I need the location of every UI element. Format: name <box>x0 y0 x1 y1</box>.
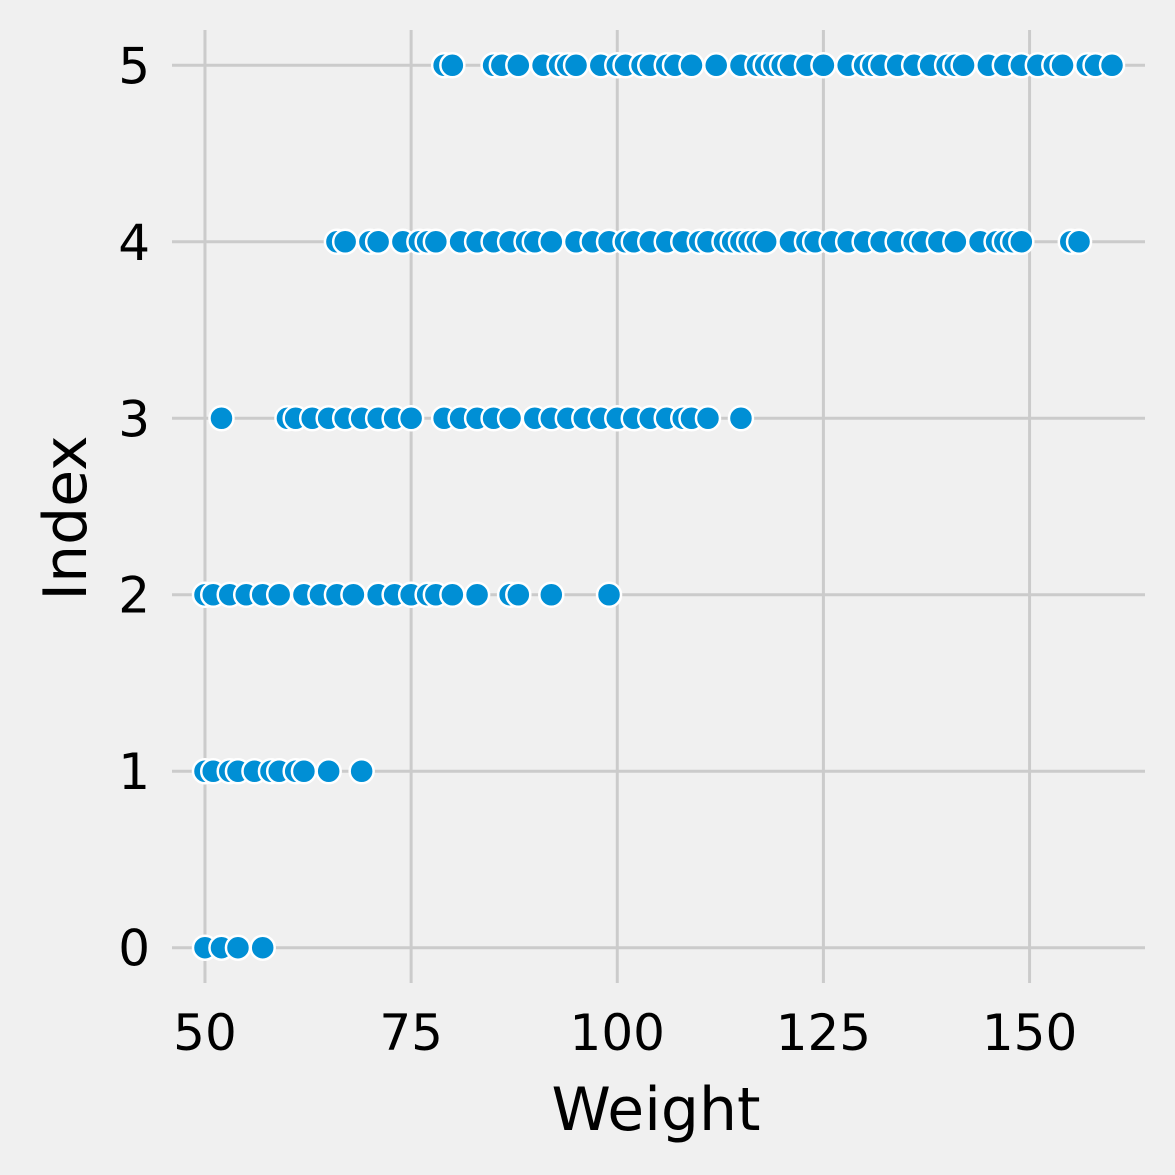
data-point <box>678 52 705 79</box>
y-tick-label: 3 <box>118 390 150 448</box>
data-point <box>942 228 969 256</box>
data-point <box>538 228 565 256</box>
y-tick-label: 2 <box>118 567 150 625</box>
data-point <box>694 405 722 432</box>
data-point <box>249 934 276 961</box>
data-point <box>1098 52 1126 79</box>
x-tick-label: 50 <box>173 1004 237 1062</box>
data-point <box>348 757 375 785</box>
data-points <box>191 52 1126 961</box>
x-tick-label: 125 <box>776 1004 871 1062</box>
y-tick-label: 1 <box>118 743 150 801</box>
data-point <box>505 52 532 79</box>
data-point <box>810 52 837 79</box>
data-point <box>595 581 623 608</box>
data-point <box>422 228 450 256</box>
data-point <box>538 581 565 608</box>
data-point <box>224 934 252 961</box>
data-point <box>331 228 359 256</box>
data-point <box>496 405 524 432</box>
y-tick-label: 4 <box>118 214 150 272</box>
data-point <box>265 581 293 608</box>
x-tick-label: 150 <box>982 1004 1077 1062</box>
data-point <box>439 581 466 608</box>
y-axis-label: Index <box>31 435 101 600</box>
data-point <box>439 52 466 79</box>
data-point <box>1065 228 1093 256</box>
y-tick-label: 5 <box>118 37 150 95</box>
data-point <box>752 228 779 256</box>
data-point <box>463 581 491 608</box>
y-tick-label: 0 <box>118 920 150 978</box>
x-tick-label: 75 <box>379 1004 443 1062</box>
data-point <box>950 52 977 79</box>
data-point <box>340 581 367 608</box>
data-point <box>562 52 590 79</box>
data-point <box>397 405 425 432</box>
data-point <box>208 405 235 432</box>
data-point <box>1008 228 1035 256</box>
x-tick-label: 100 <box>570 1004 665 1062</box>
data-point <box>315 757 342 785</box>
data-point <box>290 757 318 785</box>
data-point <box>702 52 730 79</box>
data-point <box>727 405 755 432</box>
y-tick-labels: 0 1 2 3 4 5 <box>118 37 150 977</box>
x-tick-labels: 50 75 100 125 150 <box>173 1004 1077 1062</box>
data-point <box>364 228 392 256</box>
data-point <box>1049 52 1076 79</box>
data-point <box>505 581 532 608</box>
x-axis-label: Weight <box>551 1075 760 1145</box>
